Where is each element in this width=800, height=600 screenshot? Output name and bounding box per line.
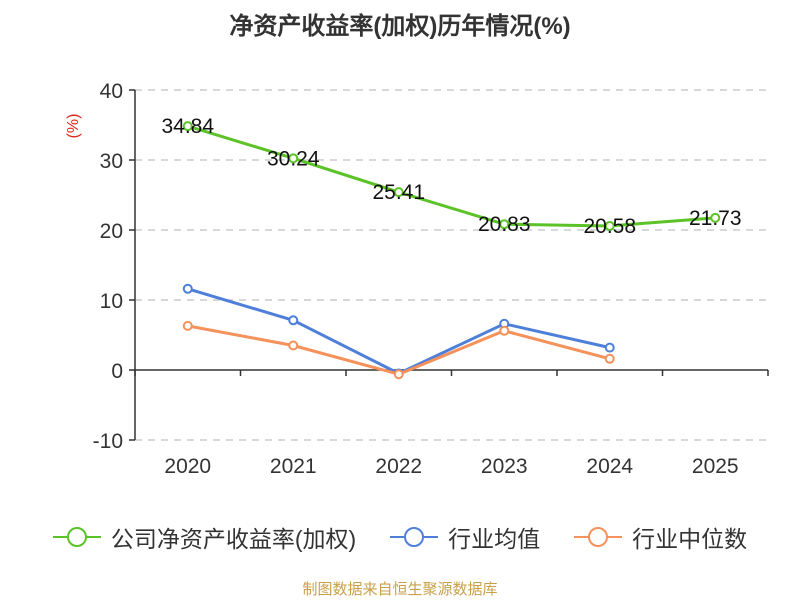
- data-label: 20.58: [583, 215, 636, 238]
- x-tick-label: 2022: [375, 455, 422, 478]
- data-point: [288, 340, 299, 351]
- legend-item[interactable]: 行业均值: [390, 520, 540, 554]
- y-tick-label: 40: [100, 80, 123, 103]
- y-tick-label: 20: [100, 220, 123, 243]
- series-line-1: [187, 124, 716, 228]
- data-point: [604, 220, 615, 231]
- data-label: 30.24: [267, 147, 320, 170]
- data-point: [499, 219, 510, 230]
- legend-item[interactable]: 公司净资产收益率(加权): [52, 520, 357, 554]
- x-tick-label: 2021: [270, 455, 317, 478]
- x-tick-label: 2023: [481, 455, 528, 478]
- legend-label: 行业中位数: [632, 526, 748, 552]
- data-point: [288, 315, 299, 326]
- legend-item[interactable]: 行业中位数: [574, 520, 747, 554]
- x-tick-label: 2020: [164, 455, 211, 478]
- data-label: 21.73: [689, 207, 742, 230]
- data-label: 25.41: [372, 181, 425, 204]
- data-point: [710, 212, 721, 223]
- y-tick-label: 30: [100, 150, 123, 173]
- data-point: [393, 187, 404, 198]
- legend-swatch: [390, 527, 439, 547]
- data-point: [182, 121, 193, 132]
- data-point: [393, 369, 404, 380]
- x-tick-label: 2024: [586, 455, 633, 478]
- y-tick-label: 10: [100, 290, 123, 313]
- series-line-2: [187, 287, 611, 375]
- x-tick-label: 2025: [692, 455, 739, 478]
- data-point: [182, 320, 193, 331]
- data-label: 20.83: [478, 213, 531, 236]
- data-point: [288, 153, 299, 164]
- y-tick-label: 0: [111, 360, 123, 383]
- legend-swatch: [574, 527, 623, 547]
- data-point: [604, 342, 615, 353]
- data-point: [499, 325, 510, 336]
- data-point: [604, 353, 615, 364]
- legend-label: 公司净资产收益率(加权): [110, 526, 357, 552]
- y-axis-label: (%): [65, 114, 82, 139]
- data-label: 34.84: [161, 115, 214, 138]
- legend-swatch: [52, 527, 101, 547]
- legend: 公司净资产收益率(加权) 行业均值 行业中位数: [0, 520, 800, 554]
- legend-label: 行业均值: [448, 526, 541, 552]
- source-note: 制图数据来自恒生聚源数据库: [302, 581, 498, 598]
- y-tick-label: -10: [93, 430, 123, 453]
- chart-title: 净资产收益率(加权)历年情况(%): [229, 13, 571, 40]
- data-point: [182, 283, 193, 294]
